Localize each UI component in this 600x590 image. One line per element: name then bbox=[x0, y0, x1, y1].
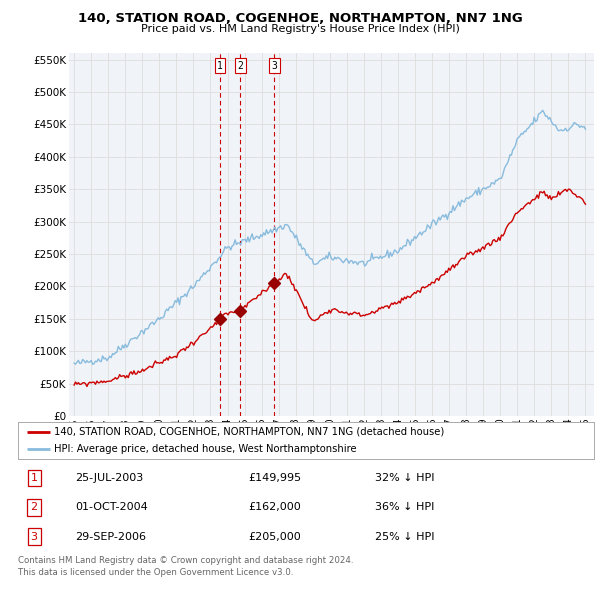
Text: £149,995: £149,995 bbox=[248, 473, 302, 483]
Text: This data is licensed under the Open Government Licence v3.0.: This data is licensed under the Open Gov… bbox=[18, 568, 293, 576]
Text: 2: 2 bbox=[31, 503, 38, 512]
Text: 1: 1 bbox=[217, 61, 223, 71]
Text: 36% ↓ HPI: 36% ↓ HPI bbox=[375, 503, 434, 512]
Text: 2: 2 bbox=[238, 61, 243, 71]
Text: 140, STATION ROAD, COGENHOE, NORTHAMPTON, NN7 1NG: 140, STATION ROAD, COGENHOE, NORTHAMPTON… bbox=[77, 12, 523, 25]
Text: 25-JUL-2003: 25-JUL-2003 bbox=[76, 473, 144, 483]
Text: 29-SEP-2006: 29-SEP-2006 bbox=[76, 532, 146, 542]
Text: 25% ↓ HPI: 25% ↓ HPI bbox=[375, 532, 434, 542]
Text: HPI: Average price, detached house, West Northamptonshire: HPI: Average price, detached house, West… bbox=[54, 444, 357, 454]
Text: 140, STATION ROAD, COGENHOE, NORTHAMPTON, NN7 1NG (detached house): 140, STATION ROAD, COGENHOE, NORTHAMPTON… bbox=[54, 427, 445, 437]
Text: £205,000: £205,000 bbox=[248, 532, 301, 542]
Text: 01-OCT-2004: 01-OCT-2004 bbox=[76, 503, 148, 512]
Text: 3: 3 bbox=[31, 532, 38, 542]
Text: Contains HM Land Registry data © Crown copyright and database right 2024.: Contains HM Land Registry data © Crown c… bbox=[18, 556, 353, 565]
Text: 32% ↓ HPI: 32% ↓ HPI bbox=[375, 473, 434, 483]
Text: £162,000: £162,000 bbox=[248, 503, 301, 512]
Text: 1: 1 bbox=[31, 473, 38, 483]
Text: Price paid vs. HM Land Registry's House Price Index (HPI): Price paid vs. HM Land Registry's House … bbox=[140, 24, 460, 34]
Text: 3: 3 bbox=[271, 61, 277, 71]
